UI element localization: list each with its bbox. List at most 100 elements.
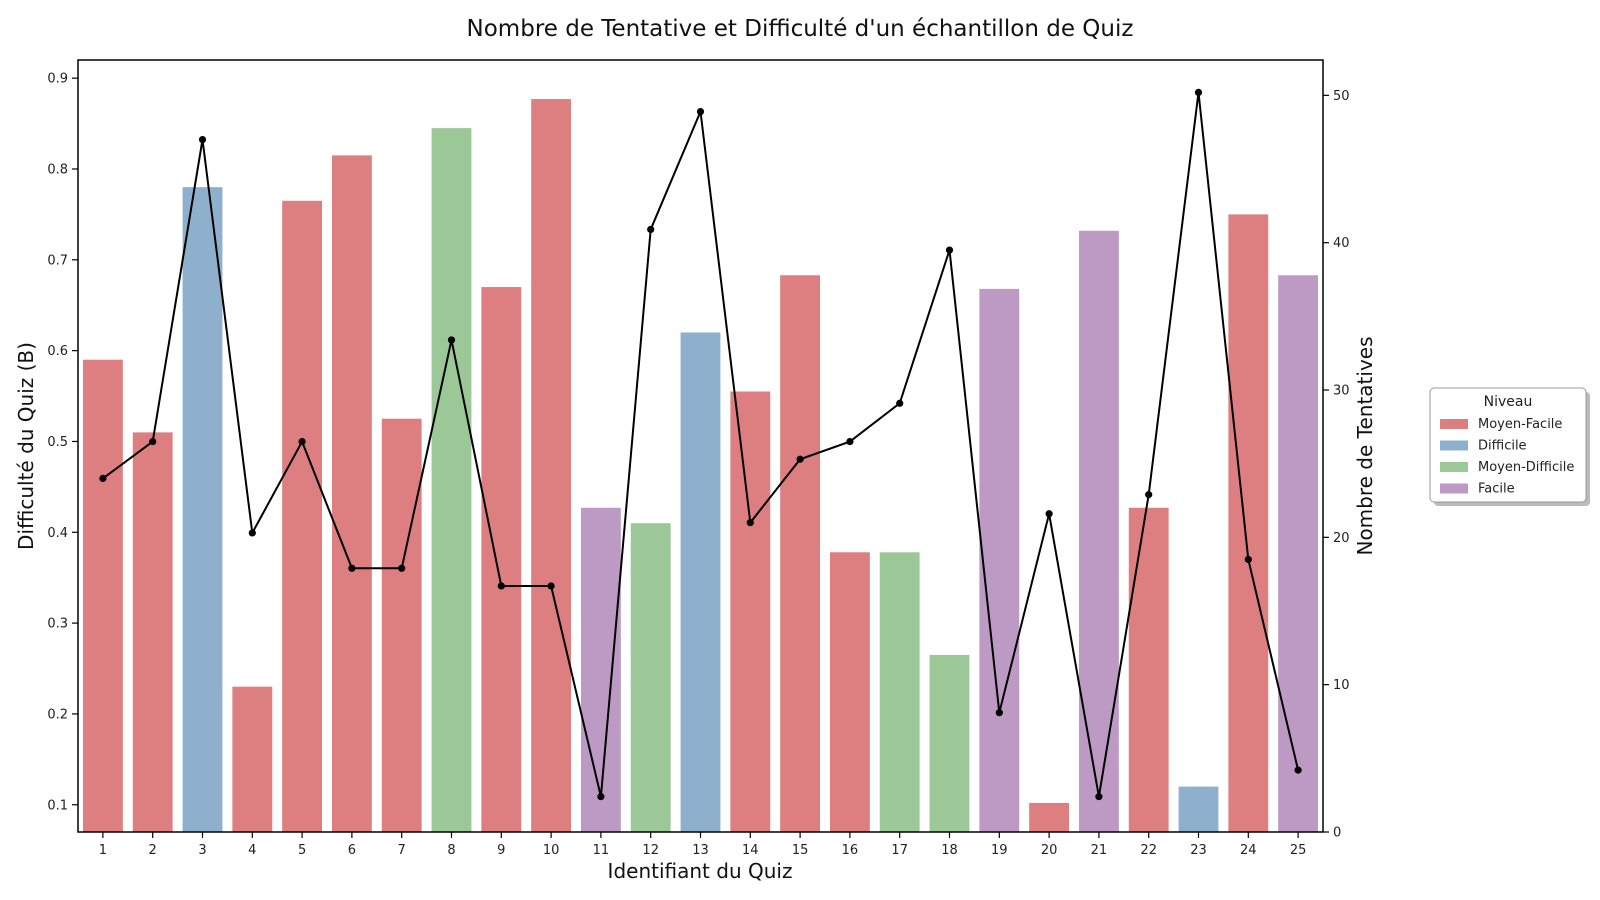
legend-swatch [1440,419,1468,429]
bar-quiz-25 [1278,275,1319,832]
attempts-point-7 [398,564,406,572]
bar-quiz-21 [1078,230,1119,832]
legend-items: Moyen-Facile Difficile Moyen-Difficile Faci… [1440,417,1574,497]
x-tick-label: 3 [198,843,206,858]
attempts-point-21 [1095,793,1103,801]
x-tick-label: 6 [348,843,356,858]
bar-quiz-6 [331,155,372,833]
x-tick-label: 10 [543,843,560,858]
y-tick-label: 0.8 [47,162,68,177]
legend-box [1429,387,1587,503]
y2-tick-label: 50 [1333,89,1350,104]
bar-quiz-14 [730,391,771,832]
attempts-point-25 [1294,766,1302,774]
attempts-point-3 [198,135,207,144]
attempts-point-1 [99,474,107,483]
line-group [99,88,1302,801]
bar-quiz-3 [182,187,223,832]
chart-title: Nombre de Tentative et Difficulté d'un é… [467,16,1134,42]
attempts-point-19 [995,709,1003,717]
y-tick-label: 0.3 [47,617,68,632]
legend-swatch [1440,440,1468,451]
attempts-point-12 [647,225,655,234]
bar-quiz-4 [232,686,273,832]
attempts-point-14 [746,519,754,527]
x-tick-label: 13 [692,843,709,858]
x-tick-label: 16 [842,843,859,858]
attempts-point-24 [1244,555,1252,564]
attempts-point-6 [348,564,356,572]
y-tick-label: 0.2 [47,707,68,722]
legend-swatch [1440,462,1468,472]
x-tick-label: 17 [891,843,908,858]
bar-quiz-20 [1029,802,1070,832]
x-tick-label: 12 [642,843,659,858]
bar-quiz-11 [580,507,621,832]
bar-quiz-7 [381,418,422,832]
bar-quiz-15 [780,275,821,832]
x-tick-label: 14 [742,843,759,858]
attempts-point-11 [597,793,605,801]
y2-tick-label: 20 [1333,531,1350,546]
legend-swatch [1440,483,1468,494]
x-tick-label: 8 [447,843,455,858]
x-tick-label: 9 [497,843,505,858]
attempts-point-5 [298,437,306,446]
bar-quiz-16 [829,552,870,832]
attempts-point-2 [149,437,157,446]
legend-label: Facile [1478,482,1515,497]
y-tick-label: 0.4 [47,526,68,541]
legend-title: Niveau [1484,394,1533,410]
x-tick-label: 22 [1140,843,1157,858]
attempts-point-23 [1194,88,1203,97]
bar-quiz-18 [929,654,970,832]
x-tick-label: 5 [298,843,306,858]
attempts-point-16 [846,437,854,446]
bar-quiz-19 [979,288,1020,832]
x-tick-label: 19 [991,843,1008,858]
y-tick-label: 0.1 [47,798,68,813]
legend-label: Moyen-Facile [1478,417,1562,432]
legend: Niveau Moyen-Facile Difficile Moyen-Diffic… [1429,387,1590,506]
x-tick-label: 1 [99,843,107,858]
attempts-point-18 [945,246,954,254]
x-tick-label: 11 [593,843,610,858]
x-tick-label: 7 [398,843,406,858]
x-axis-label: Identifiant du Quiz [608,859,793,883]
y-tick-label: 0.9 [47,72,68,87]
right-axis-ticks: 0 10 20 30 40 50 [1323,89,1350,841]
bar-quiz-12 [630,523,671,832]
y-tick-label: 0.6 [47,344,68,359]
left-axis-ticks: 0.1 0.2 0.3 0.4 0.5 0.6 0.7 0.8 0.9 [47,72,78,813]
legend-label: Difficile [1478,439,1527,454]
bar-quiz-22 [1128,507,1169,832]
x-tick-label: 21 [1091,843,1108,858]
bar-quiz-5 [282,200,323,832]
y-tick-label: 0.7 [47,253,68,268]
x-tick-label: 23 [1190,843,1207,858]
attempts-point-22 [1145,491,1153,499]
attempts-point-9 [497,582,505,590]
bar-quiz-23 [1178,786,1219,832]
bar-quiz-13 [680,332,721,832]
legend-label: Moyen-Difficile [1478,460,1574,475]
attempts-point-13 [696,107,705,116]
bar-quiz-8 [431,128,472,832]
bar-quiz-24 [1228,214,1269,832]
attempts-point-10 [547,582,555,590]
attempts-point-17 [896,399,904,407]
y2-tick-label: 10 [1333,678,1350,693]
x-tick-label: 4 [248,843,256,858]
y2-axis-label: Nombre de Tentatives [1353,336,1377,555]
y-tick-label: 0.5 [47,435,68,450]
y2-tick-label: 40 [1333,236,1350,251]
y2-tick-label: 30 [1333,384,1350,399]
attempts-point-20 [1045,510,1053,518]
x-tick-label: 24 [1240,843,1257,858]
bar-quiz-10 [531,99,572,833]
y-axis-label: Difficulté du Quiz (B) [14,342,38,550]
x-tick-label: 20 [1041,843,1058,858]
bar-quiz-9 [481,287,522,832]
x-tick-label: 18 [941,843,958,858]
